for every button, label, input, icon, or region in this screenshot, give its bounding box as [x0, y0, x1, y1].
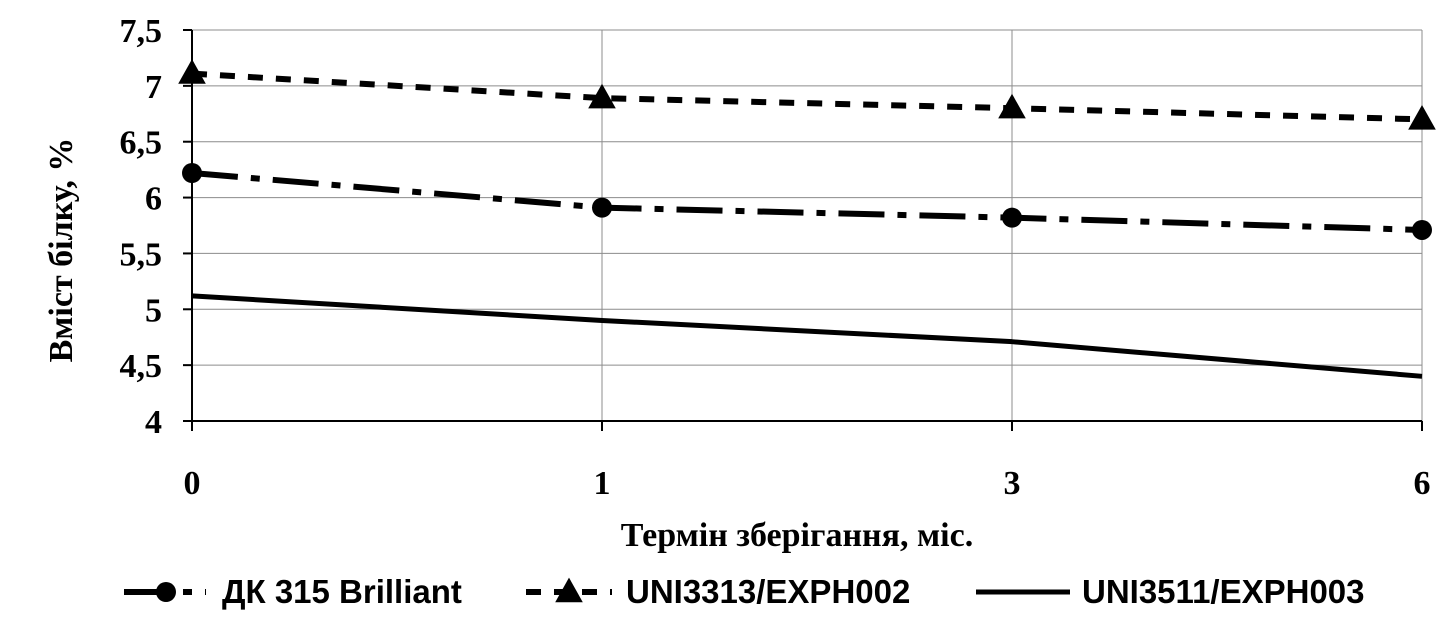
- x-tick-labels: 0 1 3 6: [184, 465, 1431, 502]
- series-1-line: [191, 170, 1423, 233]
- x-axis-label: Термін зберігання, міс.: [621, 517, 973, 554]
- x-tick-label: 0: [184, 465, 201, 502]
- x-tick-label: 6: [1414, 465, 1431, 502]
- y-tick-label: 7,5: [120, 13, 163, 50]
- y-tick-label: 5: [145, 292, 162, 329]
- series-3-line: [191, 293, 1423, 379]
- y-tick-label: 5,5: [120, 236, 163, 273]
- series-2-line: [191, 70, 1423, 123]
- series-1-point: [592, 197, 612, 218]
- x-tick-label: 1: [594, 465, 611, 502]
- legend-item-2: UNI3313/EXPH002: [526, 573, 910, 610]
- legend: ДК 315 Brilliant UNI3313/EXPH002 UNI3511/E…: [124, 573, 1365, 610]
- series-2-point: [998, 93, 1026, 119]
- series-lines: [191, 70, 1423, 379]
- legend-label: UNI3313/EXPH002: [626, 573, 910, 610]
- axes: [183, 29, 1423, 431]
- y-tick-labels: 4 4,5 5 5,5 6 6,5 7 7,5: [120, 13, 163, 441]
- y-tick-label: 4: [145, 404, 162, 441]
- y-tick-label: 6,5: [120, 125, 163, 162]
- legend-item-3: UNI3511/EXPH003: [976, 573, 1365, 610]
- series-markers: [178, 59, 1436, 240]
- series-2-point: [1408, 104, 1436, 130]
- series-1-point: [1412, 219, 1432, 240]
- legend-label: ДК 315 Brilliant: [222, 573, 462, 610]
- y-tick-label: 4,5: [120, 348, 163, 385]
- y-tick-label: 6: [145, 181, 162, 218]
- series-2-point: [178, 59, 206, 84]
- legend-swatch-marker: [156, 582, 176, 602]
- legend-swatch-marker: [555, 577, 583, 603]
- series-2-point: [588, 83, 616, 109]
- legend-label: UNI3511/EXPH003: [1082, 573, 1365, 610]
- y-axis-label: Вміст білку, %: [43, 138, 80, 363]
- x-tick-label: 3: [1004, 465, 1021, 502]
- series-1-point: [182, 162, 202, 183]
- y-tick-label: 7: [145, 69, 162, 106]
- legend-item-1: ДК 315 Brilliant: [124, 573, 462, 610]
- series-1-point: [1002, 207, 1022, 228]
